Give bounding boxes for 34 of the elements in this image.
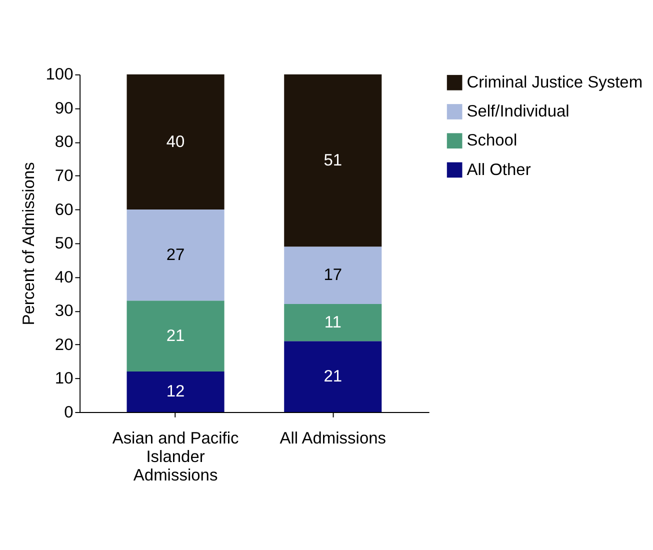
data-label: 21 [166,326,185,345]
y-axis-title: Percent of Admissions [20,162,38,326]
legend-label: Self/Individual [466,102,570,121]
x-tick-label: All Admissions [280,430,386,448]
bar [284,74,382,247]
x-tick-label: Asian and Pacific Islander Admissions [112,430,239,484]
data-label: 11 [324,313,342,332]
y-tick-label: 20 [54,336,74,354]
y-tick-label: 50 [54,234,74,253]
bar [126,209,224,301]
bar [284,341,382,412]
y-tick-label: 60 [54,200,74,219]
data-label: 51 [324,151,342,170]
y-tick-label: 10 [54,370,74,388]
data-label: 12 [166,382,185,401]
y-tick-label: 80 [54,133,74,152]
legend-label: School [466,132,518,150]
legend-label: Criminal Justice System [466,73,643,92]
data-label: 40 [166,132,185,151]
y-tick-label: 90 [54,99,74,118]
bar [126,372,224,412]
data-label: 21 [324,367,342,386]
y-tick-label: 30 [54,302,74,320]
y-tick-label: 100 [46,66,74,84]
data-label: 27 [166,246,185,264]
bar [284,246,382,304]
bar [126,74,224,210]
legend-label: All Other [466,160,532,179]
bar [126,300,224,372]
y-tick-label: 70 [54,167,74,186]
data-label: 17 [324,266,342,284]
bar [284,304,382,342]
y-tick-label: 40 [54,268,74,286]
y-tick-label: 0 [64,403,74,422]
